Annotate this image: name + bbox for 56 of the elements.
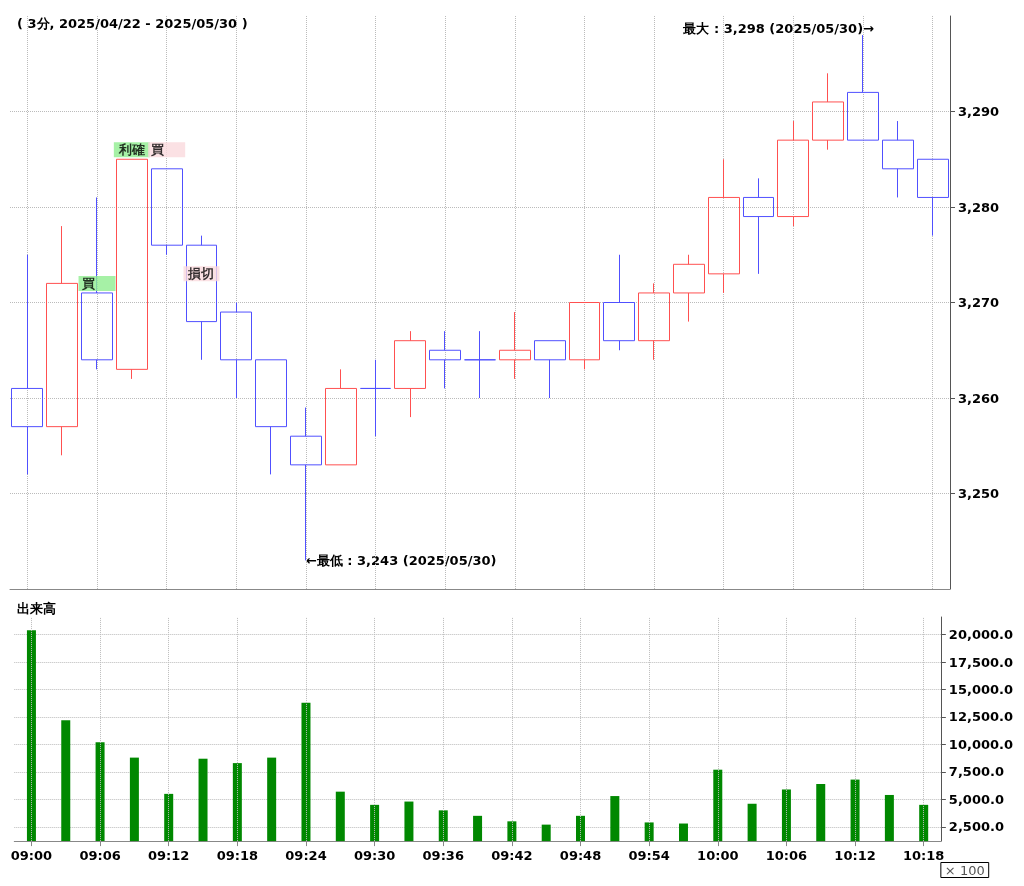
candlestick bbox=[186, 235, 217, 361]
y-tick-label: 3,270 bbox=[958, 295, 1000, 310]
y-tick-label: 3,250 bbox=[958, 486, 1000, 501]
y-tick-label: 12,500.0 bbox=[948, 709, 1014, 725]
y-tick-label: 15,000.0 bbox=[948, 682, 1014, 697]
x-tick-label: 09:30 bbox=[353, 848, 396, 864]
candlestick bbox=[534, 340, 566, 399]
y-tick-label: 10,000.0 bbox=[948, 736, 1014, 752]
candlestick bbox=[464, 330, 496, 399]
chart-title: 出来高 bbox=[17, 601, 56, 616]
candlestick bbox=[499, 311, 531, 380]
candlestick bbox=[255, 359, 287, 475]
chart-title: ( 3分, 2025/04/22 - 2025/05/30 ) bbox=[17, 16, 248, 31]
candlestick bbox=[151, 168, 183, 256]
y-tick-label: 2,500.0 bbox=[948, 819, 1004, 835]
candlestick bbox=[777, 120, 809, 227]
x-tick-label: 10:18 bbox=[903, 848, 945, 864]
candlestick bbox=[46, 225, 78, 456]
x-tick-label: 09:00 bbox=[10, 848, 53, 864]
x-tick-label: 09:18 bbox=[216, 848, 259, 864]
candlestick bbox=[847, 34, 879, 141]
y-tick-label: 3,280 bbox=[958, 199, 1000, 215]
candlestick bbox=[603, 254, 635, 351]
x-tick-label: 09:24 bbox=[285, 848, 327, 864]
x-tick-label: 09:48 bbox=[559, 848, 602, 864]
candlestick bbox=[116, 158, 148, 380]
candlestick bbox=[325, 368, 357, 466]
x-tick-label: 09:36 bbox=[422, 848, 464, 864]
y-tick-label: 3,260 bbox=[958, 390, 1000, 406]
x-tick-label: 09:42 bbox=[491, 848, 533, 864]
x-tick-label: 09:54 bbox=[628, 848, 670, 864]
x-tick-label: 10:12 bbox=[834, 848, 876, 864]
candlestick bbox=[220, 302, 252, 399]
x-tick-label: 10:06 bbox=[765, 848, 808, 864]
candlestick bbox=[673, 254, 705, 323]
x-tick-label: 09:12 bbox=[148, 848, 190, 864]
y-tick-label: 3,290 bbox=[958, 104, 1000, 119]
x-tick-label: 10:00 bbox=[697, 848, 739, 864]
candlestick bbox=[743, 177, 774, 275]
y-tick-label: 17,500.0 bbox=[948, 654, 1014, 670]
candlestick bbox=[394, 330, 426, 418]
annotation: 最大 : 3,298 (2025/05/30)→ bbox=[682, 21, 875, 36]
candlestick bbox=[569, 302, 600, 370]
candlestick bbox=[708, 158, 740, 294]
candlestick bbox=[882, 120, 914, 198]
candlestick bbox=[638, 282, 670, 361]
y-tick-label: 7,500.0 bbox=[948, 764, 1004, 780]
candlestick bbox=[360, 359, 391, 437]
y-axis-title: × 100 bbox=[944, 862, 985, 878]
candlestick bbox=[812, 72, 844, 151]
annotation: ←最低 : 3,243 (2025/05/30) bbox=[305, 552, 497, 568]
candlestick bbox=[81, 196, 113, 370]
y-tick-label: 5,000.0 bbox=[948, 791, 1004, 807]
candlestick bbox=[429, 330, 461, 389]
y-tick-label: 20,000.0 bbox=[948, 627, 1014, 643]
x-tick-label: 09:06 bbox=[79, 848, 121, 864]
